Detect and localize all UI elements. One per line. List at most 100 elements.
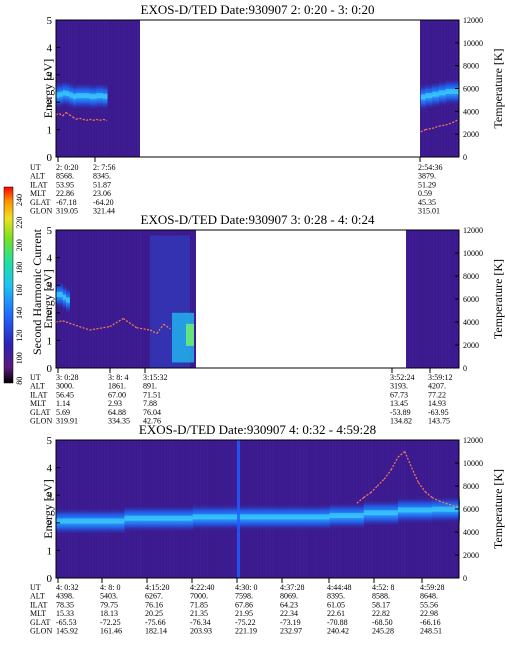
- table-cell: 248.51: [420, 627, 442, 636]
- right-tick-label: 4000: [463, 318, 479, 327]
- spectrogram-texture: [104, 230, 106, 368]
- temperature-trace: [75, 117, 80, 120]
- table-cell: -76.34: [190, 618, 211, 627]
- table-cell: 3: 8: 4: [108, 373, 128, 382]
- energy-band-core: [103, 93, 108, 99]
- table-cell: 53.95: [56, 180, 74, 189]
- temperature-trace: [109, 318, 124, 328]
- spectrogram-texture: [113, 20, 115, 157]
- table-cell: 2:54:36: [418, 163, 442, 172]
- spectrogram-texture: [454, 230, 456, 368]
- energy-band-core: [192, 514, 262, 520]
- panel-3: EXOS-D/TED Date:930907 4: 0:32 - 4:59:28…: [30, 422, 505, 636]
- temperature-trace: [363, 492, 371, 498]
- table-cell: 18.13: [100, 609, 118, 618]
- table-cell: 7.88: [143, 399, 157, 408]
- temperature-trace: [431, 125, 440, 130]
- table-row-label: MLT: [30, 609, 46, 618]
- table-cell: 3879.: [418, 172, 436, 181]
- energy-band-core: [438, 90, 447, 96]
- right-tick-label: 6000: [463, 295, 479, 304]
- table-cell: 76.04: [143, 408, 161, 417]
- energy-band-core: [72, 93, 77, 99]
- energy-band-core: [124, 515, 194, 521]
- right-tick-label: 2000: [463, 130, 479, 139]
- table-cell: 8568.: [56, 172, 74, 181]
- spectrogram-texture: [128, 230, 130, 368]
- temperature-trace: [92, 118, 97, 122]
- spectrogram-texture: [185, 230, 187, 368]
- spectrogram-texture: [113, 230, 115, 368]
- energy-band-core: [432, 506, 460, 512]
- table-cell: 134.82: [390, 417, 412, 426]
- table-cell: 3: 0:28: [56, 373, 78, 382]
- table-cell: 245.28: [372, 627, 394, 636]
- temperature-trace: [102, 118, 108, 122]
- energy-band-core: [59, 291, 64, 297]
- spectrogram-texture: [134, 20, 136, 157]
- table-cell: 21.95: [235, 609, 253, 618]
- table-cell: 45.35: [418, 198, 436, 207]
- spectrogram-texture: [143, 230, 145, 368]
- table-cell: 3:52:24: [390, 373, 414, 382]
- table-row-label: UT: [30, 373, 41, 382]
- table-cell: 55.56: [420, 600, 438, 609]
- spectrogram-texture: [421, 230, 423, 368]
- table-row-label: GLON: [30, 207, 52, 216]
- temperature-trace: [82, 118, 87, 122]
- left-tick-label: 2: [47, 308, 53, 320]
- table-cell: 4:22:40: [190, 583, 214, 592]
- spectrogram-texture: [191, 230, 193, 368]
- spectrogram-texture: [95, 230, 97, 368]
- spectrogram-segment: [406, 230, 459, 368]
- spectrogram-texture: [158, 230, 160, 368]
- spectrogram-texture: [436, 230, 438, 368]
- spectrogram-texture: [448, 230, 450, 368]
- temperature-trace: [411, 467, 419, 483]
- spectrogram-texture: [137, 20, 139, 157]
- energy-band-core: [56, 518, 125, 524]
- table-cell: 8588.: [372, 592, 390, 601]
- table-cell: 321.44: [93, 207, 115, 216]
- right-tick-label: 12000: [463, 16, 483, 25]
- energy-band-core: [425, 93, 433, 99]
- left-tick-label: 4: [47, 42, 53, 54]
- spectrogram-enhancement: [186, 323, 194, 346]
- table-cell: -64.20: [93, 198, 114, 207]
- y-axis-label: Energy [eV]: [41, 59, 55, 118]
- colorbar-ticks: 240 220 200 180 160 140 120 100 80: [15, 194, 24, 385]
- right-tick-label: 0: [463, 153, 467, 162]
- spectrogram-texture: [107, 20, 109, 157]
- right-tick-label: 0: [463, 364, 467, 373]
- right-tick-label: 12000: [463, 436, 483, 445]
- table-cell: 64.88: [108, 408, 126, 417]
- temperature-trace: [136, 327, 151, 331]
- temperature-trace: [376, 478, 385, 487]
- table-cell: 8395.: [327, 592, 345, 601]
- table-row-label: ILAT: [30, 390, 47, 399]
- table-cell: 67.86: [235, 600, 253, 609]
- temperature-trace: [55, 113, 60, 116]
- table-cell: 3:59:12: [428, 373, 452, 382]
- table-cell: 4:52: 8: [372, 583, 394, 592]
- table-cell: 67.00: [108, 390, 126, 399]
- colorbar-tick-label: 240: [15, 194, 24, 206]
- right-tick-label: 4000: [463, 528, 479, 537]
- energy-band-core: [445, 88, 460, 94]
- y2-axis-label: Temperature [K]: [491, 259, 505, 339]
- table-cell: 3193.: [390, 382, 408, 391]
- table-cell: 4398.: [56, 592, 74, 601]
- temperature-trace: [156, 323, 165, 334]
- right-tick-label: 6000: [463, 85, 479, 94]
- table-cell: -67.18: [56, 198, 77, 207]
- spectrogram-texture: [89, 230, 91, 368]
- panel-title: EXOS-D/TED Date:930907 4: 0:32 - 4:59:28: [139, 422, 376, 437]
- temperature-trace: [122, 318, 138, 329]
- table-cell: 8069.: [280, 592, 298, 601]
- spectrogram-texture: [424, 230, 426, 368]
- spectrogram-texture: [125, 230, 127, 368]
- energy-band-core: [86, 93, 91, 99]
- spectrogram-texture: [409, 230, 411, 368]
- table-cell: -66.16: [420, 618, 441, 627]
